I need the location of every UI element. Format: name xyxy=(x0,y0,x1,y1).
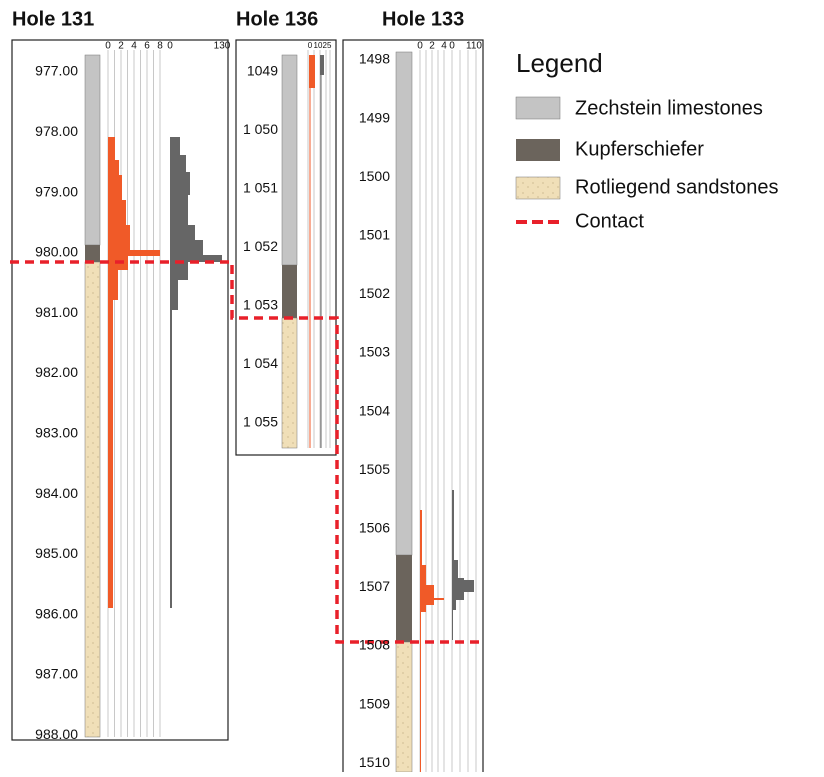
depth-label: 1 050 xyxy=(243,121,278,137)
legend-swatch xyxy=(516,139,560,161)
depth-label: 1503 xyxy=(359,344,390,360)
histogram xyxy=(420,510,444,772)
sandstone xyxy=(281,317,298,449)
depth-label: 1507 xyxy=(359,578,390,594)
depth-label: 1 051 xyxy=(243,180,278,196)
depth-label: 986.00 xyxy=(35,605,78,621)
depth-label: 1502 xyxy=(359,285,390,301)
scale-label: 0 xyxy=(105,41,111,52)
depth-label: 1 053 xyxy=(243,297,278,313)
hole-frame xyxy=(342,39,484,777)
depth-label: 1 054 xyxy=(243,355,278,371)
depth-label: 980.00 xyxy=(35,244,78,260)
legend-title: Legend xyxy=(516,48,603,78)
histogram xyxy=(108,137,160,608)
scale-label: 2 xyxy=(429,41,435,52)
scale-label: 0 xyxy=(308,41,313,50)
depth-label: 1 055 xyxy=(243,414,278,430)
scale-label: 25 xyxy=(323,41,332,50)
histogram xyxy=(452,490,474,640)
hole-title: Hole 131 xyxy=(12,8,94,30)
histogram xyxy=(320,55,324,75)
depth-label: 1509 xyxy=(359,695,390,711)
depth-label: 983.00 xyxy=(35,425,78,441)
depth-label: 1501 xyxy=(359,227,390,243)
legend-label: Contact xyxy=(575,210,644,232)
depth-label: 978.00 xyxy=(35,123,78,139)
depth-label: 1 052 xyxy=(243,238,278,254)
depth-label: 982.00 xyxy=(35,364,78,380)
scale-label: 10 xyxy=(314,41,323,50)
depth-label: 985.00 xyxy=(35,545,78,561)
depth-label: 977.00 xyxy=(35,63,78,79)
scale-label: 110 xyxy=(466,41,482,52)
depth-label: 1498 xyxy=(359,51,390,67)
scale-label: 4 xyxy=(131,41,137,52)
hole-title: Hole 136 xyxy=(236,8,318,30)
legend-label: Rotliegend sandstones xyxy=(575,176,778,198)
legend-label: Kupferschiefer xyxy=(575,138,704,160)
depth-label: 987.00 xyxy=(35,666,78,682)
legend-label: Zechstein limestones xyxy=(575,97,763,119)
kupferschiefer xyxy=(396,555,412,642)
kupferschiefer xyxy=(282,265,297,318)
legend-swatch xyxy=(515,176,561,200)
hole-frame xyxy=(235,39,337,456)
depth-label: 988.00 xyxy=(35,726,78,742)
grid-lines xyxy=(419,50,477,772)
scale-label: 8 xyxy=(157,41,163,52)
scale-label: 0 xyxy=(417,41,423,52)
sandstone xyxy=(395,641,413,773)
limestone xyxy=(395,51,413,556)
grid-lines xyxy=(307,50,331,448)
depth-label: 979.00 xyxy=(35,183,78,199)
scale-label: 2 xyxy=(118,41,124,52)
depth-label: 1500 xyxy=(359,168,390,184)
hole-title: Hole 133 xyxy=(382,8,464,30)
scale-label: 0 xyxy=(449,41,455,52)
depth-label: 1510 xyxy=(359,754,390,770)
histogram xyxy=(170,137,222,608)
limestone xyxy=(84,54,101,246)
depth-label: 984.00 xyxy=(35,485,78,501)
depth-label: 1506 xyxy=(359,520,390,536)
scale-label: 130 xyxy=(214,41,231,52)
scale-label: 0 xyxy=(167,41,173,52)
contact-line xyxy=(10,260,483,644)
scale-label: 4 xyxy=(441,41,447,52)
hole-frame xyxy=(11,39,229,741)
depth-label: 1499 xyxy=(359,109,390,125)
depth-label: 1505 xyxy=(359,461,390,477)
histogram xyxy=(309,55,315,88)
limestone xyxy=(281,54,298,266)
depth-label: 1508 xyxy=(359,637,390,653)
kupferschiefer xyxy=(85,245,100,262)
grid-lines xyxy=(107,50,161,737)
scale-label: 6 xyxy=(144,41,150,52)
depth-label: 1504 xyxy=(359,402,390,418)
depth-label: 1049 xyxy=(247,63,278,79)
sandstone xyxy=(84,261,101,738)
depth-label: 981.00 xyxy=(35,304,78,320)
legend-swatch xyxy=(515,96,561,120)
